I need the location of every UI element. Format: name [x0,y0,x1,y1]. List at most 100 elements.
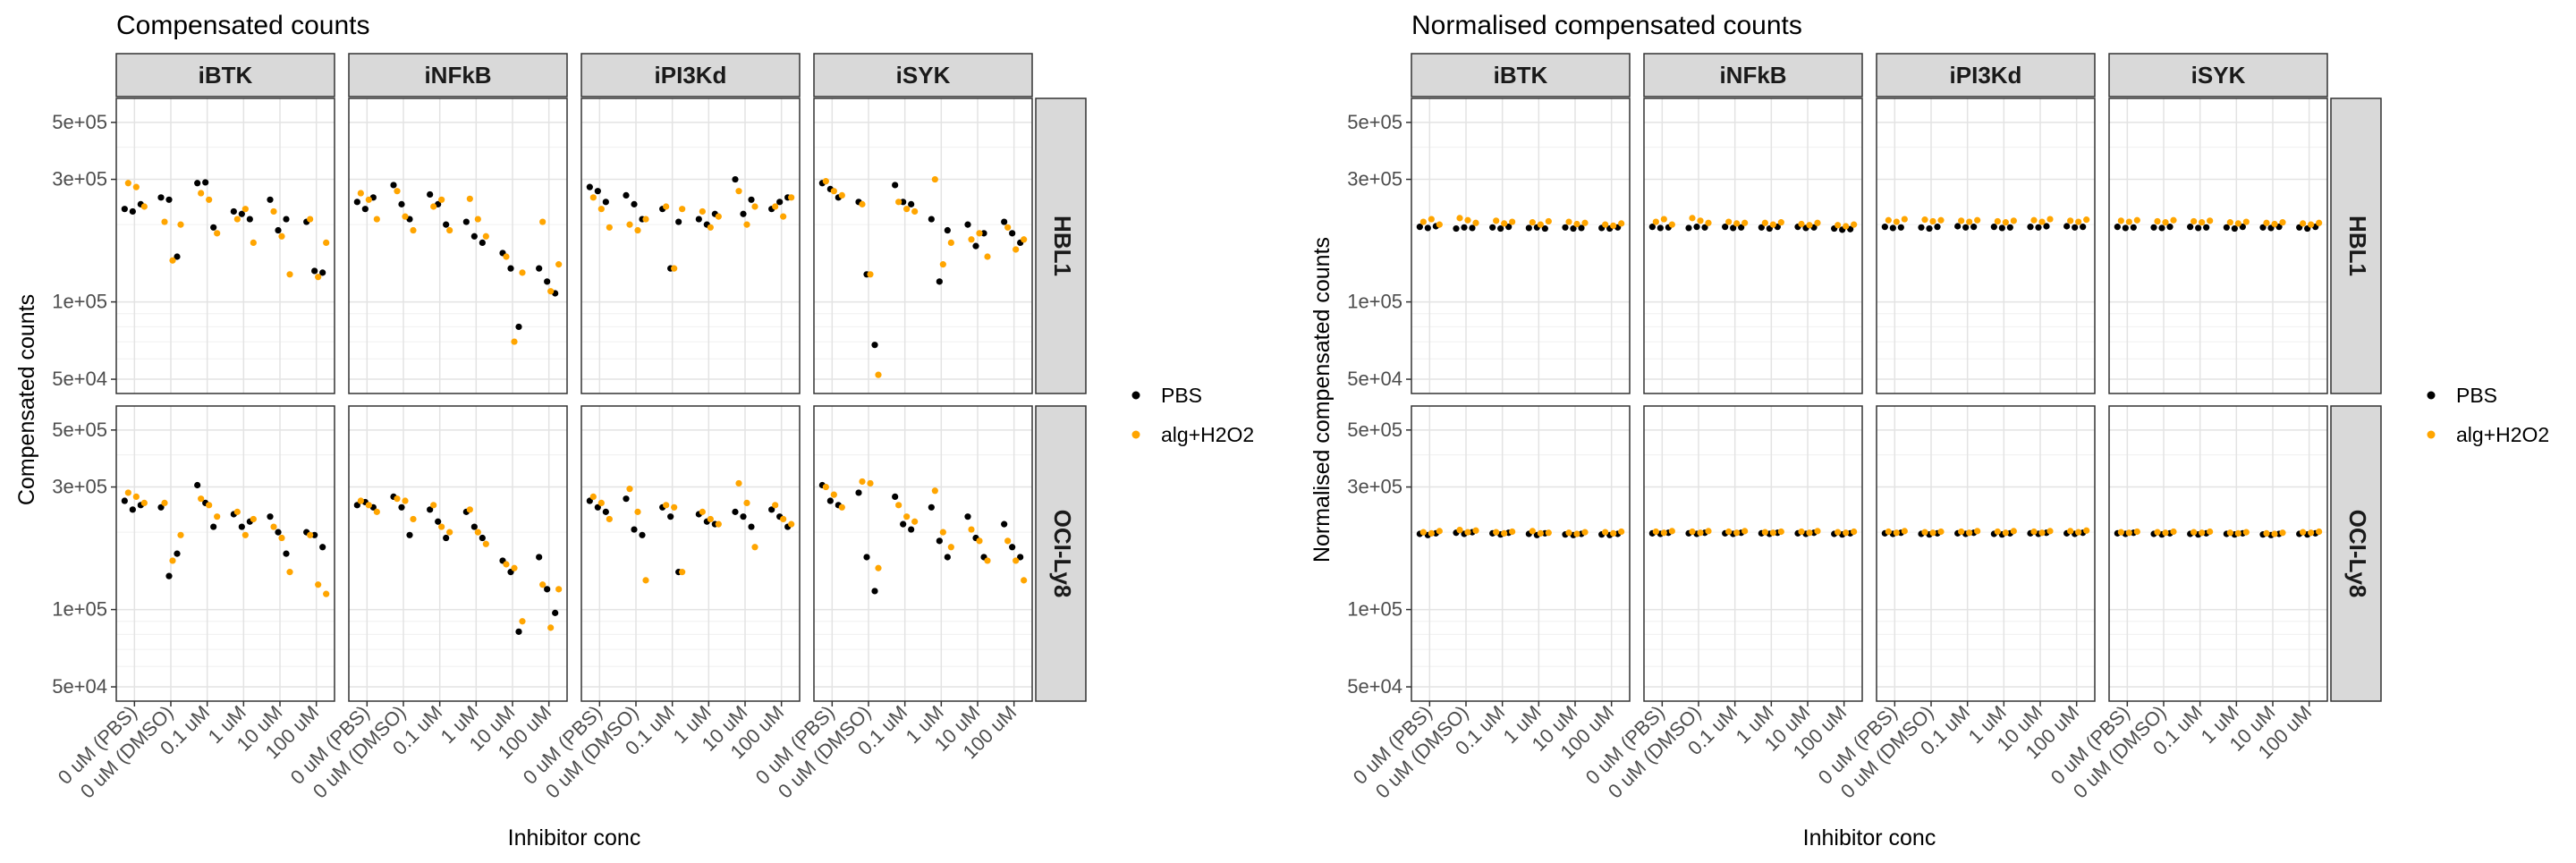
panel-background [1877,406,2095,701]
data-point [250,239,257,247]
data-point [1897,224,1904,231]
data-point [1602,221,1609,228]
data-point [968,236,975,243]
data-point [544,278,551,285]
data-point [1798,528,1805,536]
data-point [1697,529,1704,537]
data-point [165,572,173,580]
data-point [511,338,518,345]
data-point [1464,216,1471,224]
data-point [679,569,686,576]
data-point [373,216,380,223]
data-point [1901,528,1908,535]
data-point [2195,224,2202,232]
facet-label: iPI3Kd [655,62,727,89]
panel-background [2109,406,2327,701]
data-point [1998,224,2005,232]
data-point [169,257,176,264]
data-point [2279,219,2286,226]
data-point [1937,216,1945,224]
data-point [1610,222,1617,229]
data-point [634,226,641,234]
data-point [129,506,136,513]
data-point [2187,224,2194,231]
data-point [2190,529,2198,536]
data-point [1529,528,1536,535]
data-point [1573,530,1580,537]
data-point [2239,224,2246,231]
data-point [1851,528,1858,536]
data-point [931,175,938,183]
data-point [446,226,453,234]
data-point [1469,224,1476,232]
data-point [830,491,837,498]
data-point [238,210,245,217]
chart-title: Compensated counts [116,11,370,40]
data-point [311,531,318,538]
panel-border [580,97,801,394]
data-point [1685,224,1692,232]
panel-background [581,406,800,701]
data-point [2027,224,2034,231]
data-point [2002,529,2009,537]
data-point [1461,224,1468,231]
panel-background [116,98,335,393]
data-point [2199,219,2206,226]
data-point [1758,224,1765,231]
facet-strip [813,53,1033,97]
panel-border [115,97,335,394]
data-point [984,253,991,260]
data-point [1929,529,1936,537]
data-point [695,216,702,223]
data-point [1493,217,1500,224]
data-point [2133,216,2140,224]
data-point [1509,218,1516,225]
data-point [2002,219,2009,226]
data-point [357,190,364,197]
data-point [157,194,165,201]
data-point [427,190,434,199]
data-point [2300,220,2307,227]
data-point [1974,216,1981,224]
data-point [597,206,605,213]
data-point [1881,224,1888,231]
data-point [875,371,882,378]
data-point [626,486,633,493]
data-point [2133,528,2140,536]
y-tick-label: 3e+05 [1347,476,1402,498]
data-point [1545,529,1552,537]
y-tick-label: 5e+05 [1347,419,1402,441]
data-point [1565,529,1572,537]
data-point [177,531,184,538]
data-point [1537,529,1544,537]
data-point [2207,528,2214,536]
data-point [631,200,638,207]
data-point [169,557,176,564]
legend-marker [2427,430,2436,439]
row-strip [1035,97,1087,394]
data-point [2114,224,2121,231]
data-point [1806,529,1813,537]
panel-background [814,406,1032,701]
data-point [623,495,630,503]
row-label: HBL1 [2344,216,2371,276]
data-point [822,178,829,185]
data-point [939,529,946,536]
data-point [679,206,686,213]
data-point [908,526,915,533]
facet-strip [348,53,568,97]
data-point [2006,224,2013,231]
data-point [1660,216,1667,223]
data-point [161,218,168,225]
data-point [740,210,747,217]
data-point [177,221,184,228]
data-point [1843,223,1850,230]
data-point [398,503,405,511]
data-point [1573,220,1580,228]
data-point [1001,218,1008,225]
data-point [283,550,290,557]
data-point [1009,230,1016,237]
data-point [671,265,678,272]
data-point [1697,217,1704,224]
